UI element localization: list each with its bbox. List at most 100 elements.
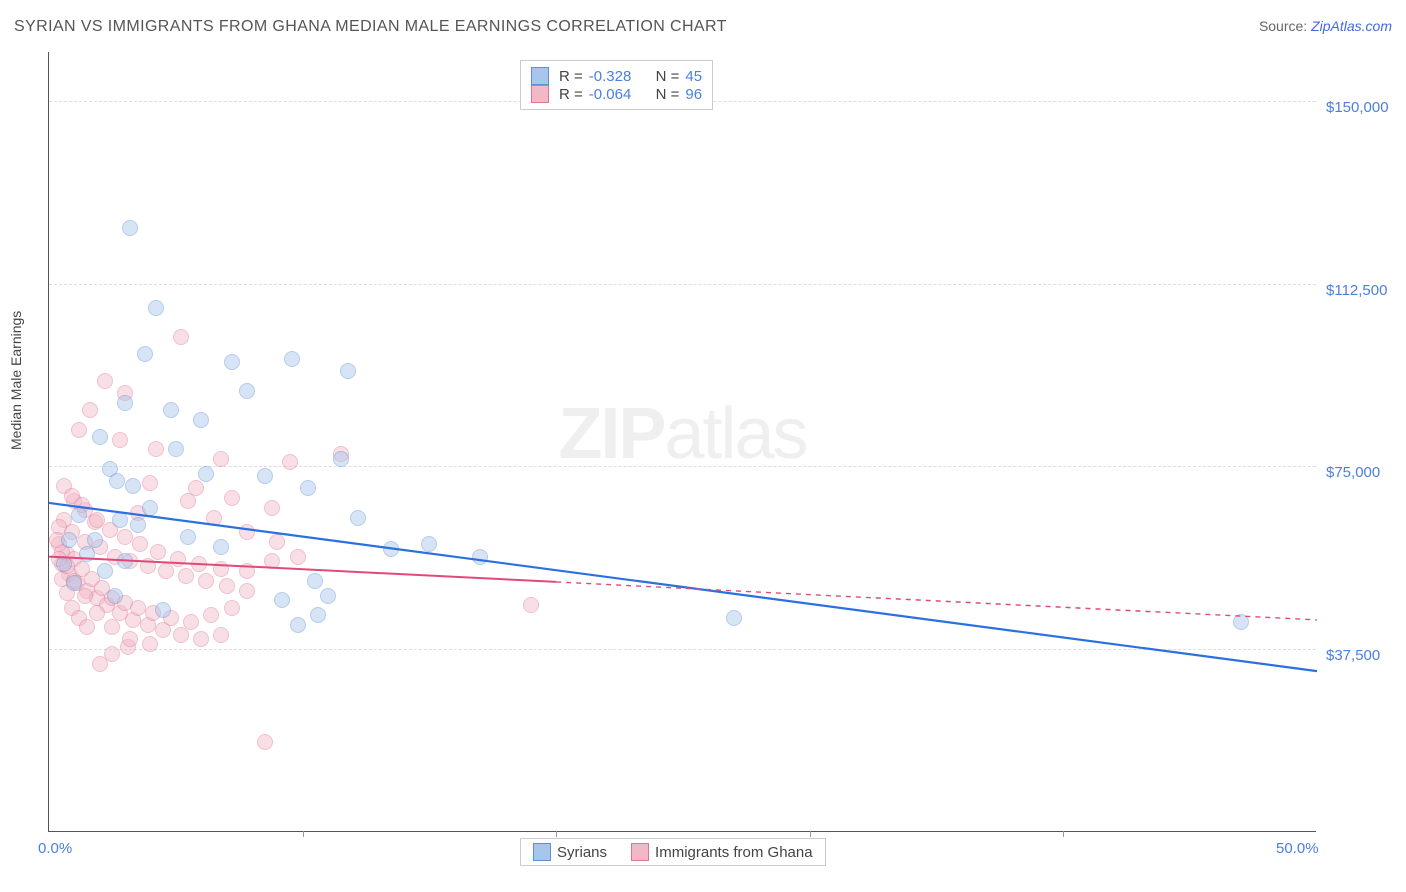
data-point	[173, 329, 189, 345]
data-point	[170, 551, 186, 567]
data-point	[421, 536, 437, 552]
data-point	[79, 619, 95, 635]
data-point	[284, 351, 300, 367]
legend-swatch	[531, 67, 549, 85]
data-point	[79, 546, 95, 562]
data-point	[340, 363, 356, 379]
data-point	[155, 602, 171, 618]
data-point	[282, 454, 298, 470]
data-point	[82, 402, 98, 418]
chart-title: SYRIAN VS IMMIGRANTS FROM GHANA MEDIAN M…	[14, 18, 727, 36]
legend-swatch-blue	[533, 843, 551, 861]
data-point	[117, 553, 133, 569]
x-tick	[810, 831, 811, 837]
data-point	[219, 578, 235, 594]
data-point	[87, 532, 103, 548]
data-point	[97, 373, 113, 389]
data-point	[66, 575, 82, 591]
data-point	[112, 432, 128, 448]
data-point	[97, 563, 113, 579]
r-value: -0.328	[589, 68, 632, 85]
gridline	[49, 284, 1316, 285]
data-point	[117, 529, 133, 545]
data-point	[163, 402, 179, 418]
data-point	[122, 631, 138, 647]
data-point	[310, 607, 326, 623]
y-axis-label: Median Male Earnings	[8, 311, 24, 450]
legend-item-ghana: Immigrants from Ghana	[631, 843, 813, 861]
data-point	[71, 422, 87, 438]
data-point	[307, 573, 323, 589]
data-point	[726, 610, 742, 626]
data-point	[239, 524, 255, 540]
legend-swatch-pink	[631, 843, 649, 861]
data-point	[269, 534, 285, 550]
data-point	[239, 383, 255, 399]
data-point	[183, 614, 199, 630]
data-point	[142, 636, 158, 652]
data-point	[290, 617, 306, 633]
data-point	[180, 493, 196, 509]
data-point	[472, 549, 488, 565]
data-point	[148, 441, 164, 457]
data-point	[257, 734, 273, 750]
data-point	[224, 354, 240, 370]
data-point	[140, 558, 156, 574]
data-point	[89, 605, 105, 621]
data-point	[191, 556, 207, 572]
n-label: N =	[656, 86, 680, 103]
data-point	[224, 490, 240, 506]
x-tick	[556, 831, 557, 837]
legend-swatch	[531, 85, 549, 103]
data-point	[206, 510, 222, 526]
series-legend: Syrians Immigrants from Ghana	[520, 838, 826, 866]
data-point	[239, 583, 255, 599]
data-point	[117, 395, 133, 411]
r-label: R =	[559, 86, 583, 103]
source-attribution: Source: ZipAtlas.com	[1259, 18, 1392, 34]
data-point	[142, 500, 158, 516]
y-tick-label: $150,000	[1326, 99, 1389, 116]
data-point	[198, 573, 214, 589]
data-point	[132, 536, 148, 552]
scatter-plot-area: ZIPatlas	[48, 52, 1316, 832]
data-point	[130, 600, 146, 616]
data-point	[158, 563, 174, 579]
legend-stat-row: R = -0.328 N = 45	[531, 67, 702, 85]
data-point	[1233, 614, 1249, 630]
data-point	[264, 500, 280, 516]
x-tick-label: 0.0%	[38, 840, 72, 857]
correlation-legend: R = -0.328 N = 45R = -0.064 N = 96	[520, 60, 713, 110]
gridline	[49, 466, 1316, 467]
data-point	[193, 412, 209, 428]
data-point	[320, 588, 336, 604]
data-point	[56, 556, 72, 572]
data-point	[107, 588, 123, 604]
y-tick-label: $37,500	[1326, 647, 1380, 664]
data-point	[71, 507, 87, 523]
x-tick-label: 50.0%	[1276, 840, 1319, 857]
data-point	[264, 553, 280, 569]
trendlines	[49, 52, 1317, 832]
data-point	[104, 646, 120, 662]
source-link[interactable]: ZipAtlas.com	[1311, 18, 1392, 34]
data-point	[122, 220, 138, 236]
gridline	[49, 649, 1316, 650]
data-point	[213, 451, 229, 467]
data-point	[523, 597, 539, 613]
legend-item-syrians: Syrians	[533, 843, 607, 861]
r-label: R =	[559, 68, 583, 85]
data-point	[92, 429, 108, 445]
data-point	[203, 607, 219, 623]
data-point	[198, 466, 214, 482]
data-point	[61, 532, 77, 548]
data-point	[125, 478, 141, 494]
data-point	[224, 600, 240, 616]
watermark: ZIPatlas	[558, 392, 806, 474]
y-tick-label: $112,500	[1326, 282, 1387, 299]
data-point	[137, 346, 153, 362]
data-point	[350, 510, 366, 526]
y-tick-label: $75,000	[1326, 464, 1380, 481]
x-tick	[303, 831, 304, 837]
data-point	[257, 468, 273, 484]
